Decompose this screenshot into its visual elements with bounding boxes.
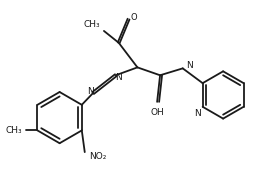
Text: N: N <box>87 87 93 95</box>
Text: CH₃: CH₃ <box>5 126 22 135</box>
Text: N: N <box>186 61 193 70</box>
Text: NO₂: NO₂ <box>89 152 106 161</box>
Text: CH₃: CH₃ <box>83 20 100 29</box>
Text: N: N <box>194 109 201 118</box>
Text: O: O <box>131 13 137 22</box>
Text: N: N <box>115 73 122 82</box>
Text: OH: OH <box>150 108 164 117</box>
